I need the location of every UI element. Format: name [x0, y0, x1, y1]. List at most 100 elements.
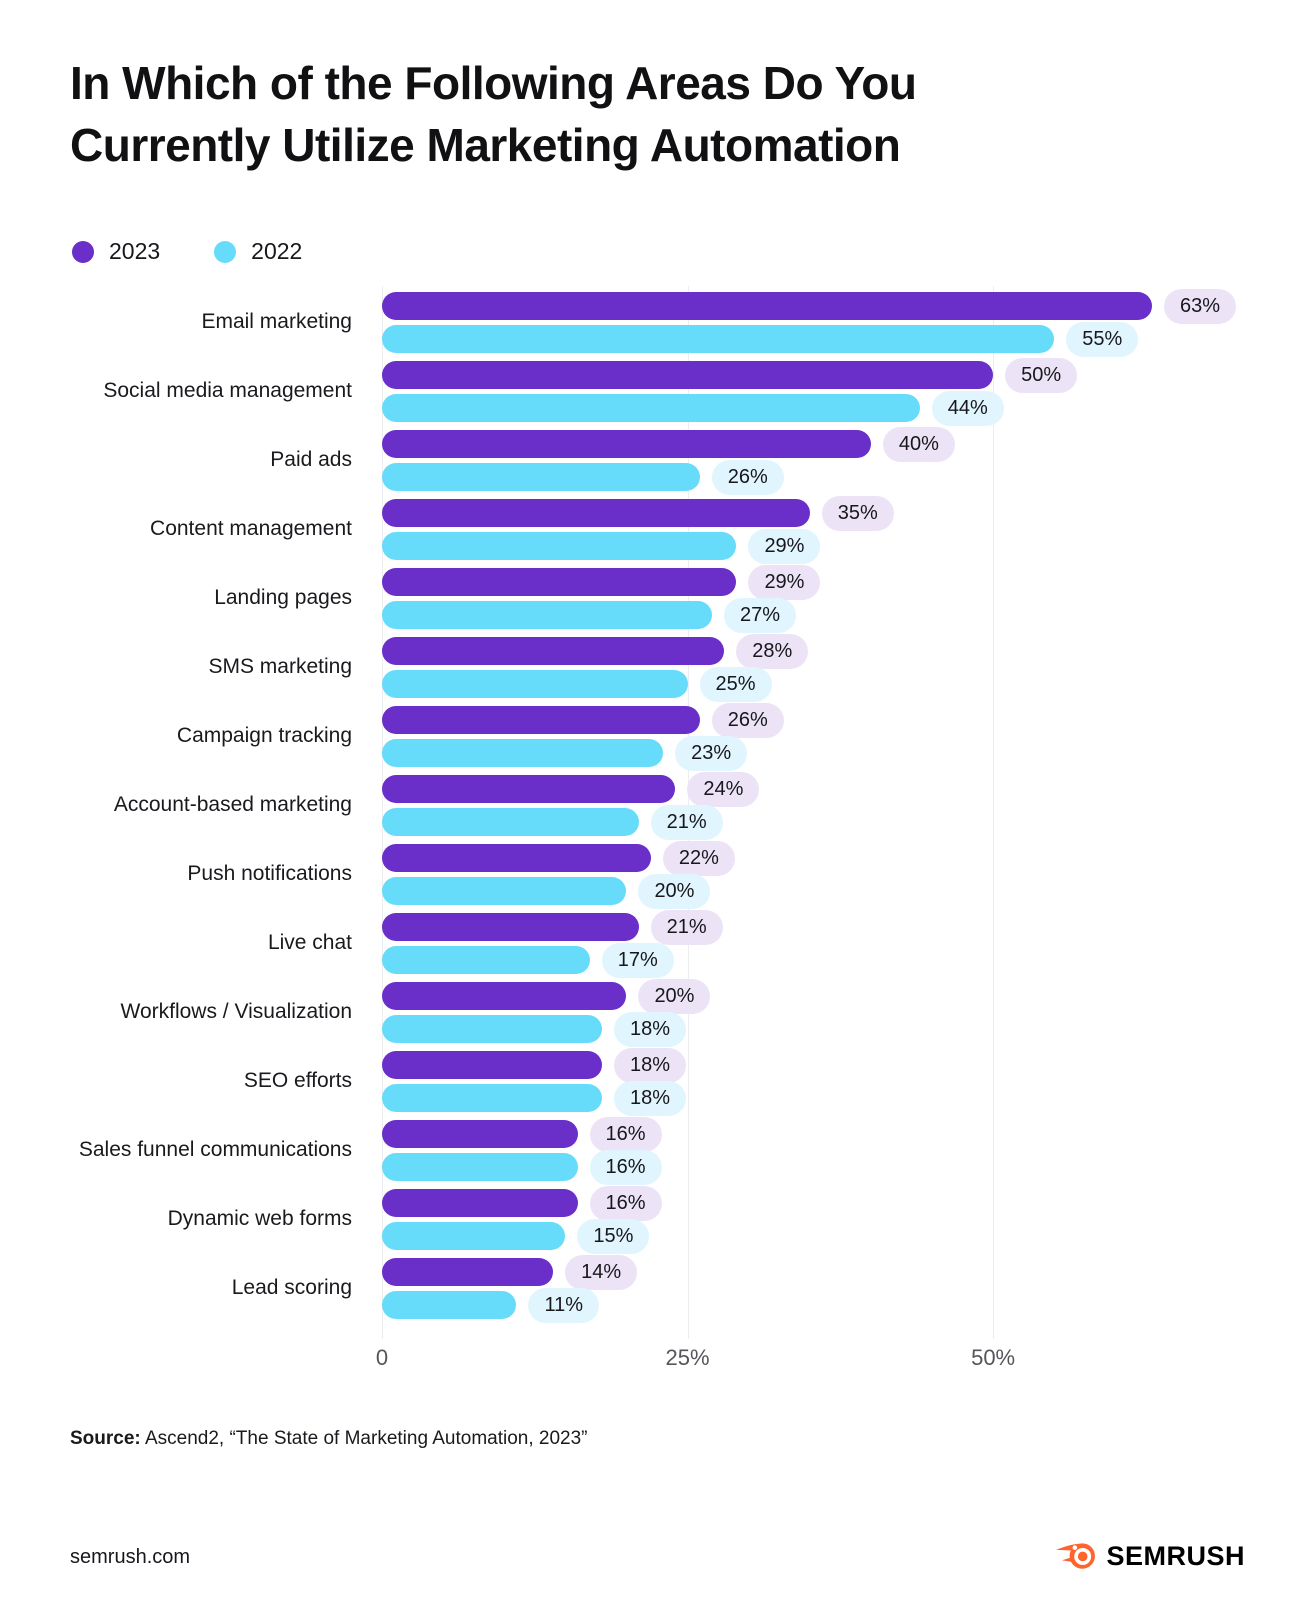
value-label-2023: 40%	[882, 426, 955, 462]
bar-line-2022: 25%	[382, 666, 1262, 702]
value-label-2023: 16%	[589, 1185, 662, 1221]
bar-group: 50% 44%	[382, 357, 1262, 426]
page-title: In Which of the Following Areas Do You C…	[70, 52, 1130, 176]
value-label-2022: 29%	[748, 528, 821, 564]
bar-group: 21% 17%	[382, 909, 1262, 978]
bar-line-2023: 50%	[382, 357, 1262, 393]
chart-row: Paid ads 40% 26%	[70, 426, 1262, 495]
bar-group: 14% 11%	[382, 1254, 1262, 1323]
bar-2023	[382, 292, 1152, 320]
bar-line-2023: 35%	[382, 495, 1262, 531]
category-label: Paid ads	[270, 448, 352, 472]
bar-2023	[382, 1051, 602, 1079]
bar-2023	[382, 1258, 554, 1286]
bar-group: 24% 21%	[382, 771, 1262, 840]
category-label: Push notifications	[187, 862, 352, 886]
value-label-2022: 20%	[638, 873, 711, 909]
chart-row: Landing pages 29% 27%	[70, 564, 1262, 633]
page-title-line2: Currently Utilize Marketing Automation	[70, 119, 901, 172]
bar-2023	[382, 1189, 578, 1217]
chart-row: Account-based marketing 24% 21%	[70, 771, 1262, 840]
x-axis: 0 25% 50%	[376, 1337, 1262, 1379]
source-note: Source: Ascend2, “The State of Marketing…	[70, 1428, 588, 1450]
bar-line-2022: 55%	[382, 321, 1262, 357]
category-label: SMS marketing	[208, 655, 352, 679]
legend-item-2022: 2022	[214, 238, 302, 265]
value-label-2023: 35%	[821, 495, 894, 531]
legend-label-2022: 2022	[251, 238, 303, 264]
bar-2022	[382, 1153, 578, 1181]
bar-2023	[382, 1120, 578, 1148]
bar-line-2022: 29%	[382, 528, 1262, 564]
bar-line-2022: 15%	[382, 1218, 1262, 1254]
category-label: Landing pages	[214, 586, 352, 610]
bar-2023	[382, 361, 994, 389]
bar-group: 22% 20%	[382, 840, 1262, 909]
chart-row: Sales funnel communications 16% 16%	[70, 1116, 1262, 1185]
legend-dot-2022-icon	[214, 240, 237, 263]
category-label: Lead scoring	[231, 1276, 352, 1300]
bar-line-2023: 20%	[382, 978, 1262, 1014]
category-label: SEO efforts	[243, 1069, 352, 1093]
chart-row: SMS marketing 28% 25%	[70, 633, 1262, 702]
bar-line-2023: 24%	[382, 771, 1262, 807]
legend-label-2023: 2023	[109, 238, 161, 264]
value-label-2023: 50%	[1005, 357, 1078, 393]
category-label: Account-based marketing	[113, 793, 352, 817]
chart-row: Social media management 50% 44%	[70, 357, 1262, 426]
bar-group: 35% 29%	[382, 495, 1262, 564]
chart-row: Live chat 21% 17%	[70, 909, 1262, 978]
category-label: Live chat	[267, 931, 352, 955]
bar-2022	[382, 1015, 602, 1043]
chart-row: SEO efforts 18% 18%	[70, 1047, 1262, 1116]
bar-2022	[382, 877, 627, 905]
value-label-2022: 16%	[589, 1149, 662, 1185]
bar-2022	[382, 394, 920, 422]
source-prefix: Source:	[70, 1428, 141, 1449]
value-label-2023: 26%	[711, 702, 784, 738]
bar-group: 18% 18%	[382, 1047, 1262, 1116]
bar-line-2022: 18%	[382, 1080, 1262, 1116]
bar-line-2023: 14%	[382, 1254, 1262, 1290]
page-title-line1: In Which of the Following Areas Do You	[70, 57, 917, 109]
value-label-2022: 25%	[699, 666, 772, 702]
bar-line-2022: 20%	[382, 873, 1262, 909]
value-label-2022: 17%	[601, 942, 674, 978]
chart-row: Email marketing 63% 55%	[70, 288, 1262, 357]
category-label: Sales funnel communications	[78, 1138, 352, 1162]
x-axis-tick: 0	[375, 1345, 389, 1370]
bar-2022	[382, 946, 590, 974]
category-label: Campaign tracking	[176, 724, 352, 748]
bar-2022	[382, 532, 737, 560]
bar-2023	[382, 430, 871, 458]
chart-row: Push notifications 22% 20%	[70, 840, 1262, 909]
bar-2022	[382, 739, 664, 767]
bar-line-2022: 18%	[382, 1011, 1262, 1047]
bar-line-2022: 44%	[382, 390, 1262, 426]
bar-line-2023: 28%	[382, 633, 1262, 669]
value-label-2023: 22%	[662, 840, 735, 876]
value-label-2023: 21%	[650, 909, 723, 945]
bar-2022	[382, 601, 712, 629]
value-label-2022: 27%	[724, 597, 797, 633]
bar-2022	[382, 808, 639, 836]
bar-line-2023: 16%	[382, 1185, 1262, 1221]
bar-line-2023: 16%	[382, 1116, 1262, 1152]
bar-line-2022: 27%	[382, 597, 1262, 633]
semrush-flame-icon	[1056, 1543, 1096, 1569]
bar-line-2023: 18%	[382, 1047, 1262, 1083]
bar-group: 20% 18%	[382, 978, 1262, 1047]
bar-line-2023: 26%	[382, 702, 1262, 738]
value-label-2023: 20%	[638, 978, 711, 1014]
bar-line-2023: 21%	[382, 909, 1262, 945]
legend-dot-2023-icon	[72, 240, 94, 263]
bar-line-2022: 11%	[382, 1287, 1262, 1323]
bar-group: 16% 15%	[382, 1185, 1262, 1254]
chart-row: Campaign tracking 26% 23%	[70, 702, 1262, 771]
chart-row: Dynamic web forms 16% 15%	[70, 1185, 1262, 1254]
bar-line-2022: 23%	[382, 735, 1262, 771]
bar-group: 16% 16%	[382, 1116, 1262, 1185]
bar-2023	[382, 499, 810, 527]
chart-row: Lead scoring 14% 11%	[70, 1254, 1262, 1323]
